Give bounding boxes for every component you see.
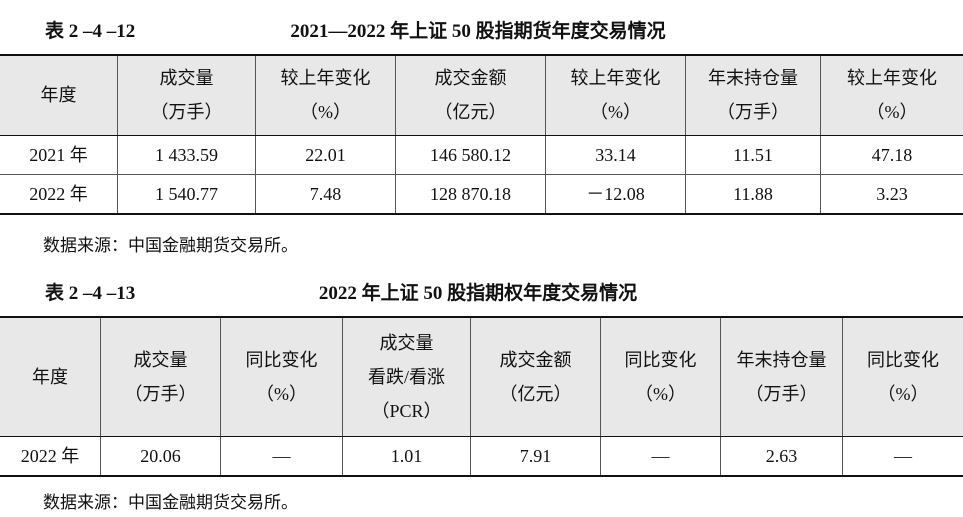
table-cell: — (220, 436, 342, 475)
header-text: （%） (866, 102, 918, 122)
table-top-rule (0, 54, 963, 56)
header-text: （%） (256, 383, 307, 404)
header-text: 年末持仓量 (708, 68, 798, 88)
header-text: 成交量 (159, 68, 214, 88)
header-rule (0, 436, 963, 437)
header-cell: 较上年变化 （%） (255, 55, 395, 135)
header-cell: 成交量 （万手） (117, 55, 255, 135)
header-cell: 成交量看跌/看涨 （PCR） (342, 317, 470, 436)
header-rule (0, 135, 963, 136)
table-cell: 3.23 (820, 174, 963, 213)
header-text: （万手） (745, 383, 818, 404)
header-text: （万手） (717, 102, 789, 122)
table-cell: 2021 年 (29, 144, 88, 165)
table-title: 2022 年上证 50 股指期权年度交易情况 (318, 283, 638, 304)
header-text: （%） (635, 383, 686, 404)
header-text: 较上年变化 (280, 68, 371, 88)
table-cell: 20.06 (100, 436, 220, 475)
header-text: 成交量 (379, 332, 434, 353)
header-text: 同比变化 (624, 349, 697, 370)
header-cell: 同比变化 （%） (220, 317, 342, 436)
header-text: 成交金额 (434, 68, 507, 88)
header-cell: 较上年变化 （%） (545, 55, 685, 135)
header-text: 年度 (40, 85, 77, 105)
table-cell: 47.18 (820, 135, 963, 174)
header-text: （亿元） (499, 383, 572, 404)
header-text: 成交金额 (499, 349, 572, 370)
header-text: （亿元） (434, 102, 507, 122)
table-source: 数据来源：中国金融期货交易所。 (43, 493, 298, 512)
header-text: （万手） (124, 383, 197, 404)
header-text: 成交量 (133, 349, 188, 370)
table-cell: 1 540.77 (117, 174, 255, 213)
table-label: 表 2 –4 –13 (45, 283, 136, 304)
table-cell: 33.14 (545, 135, 685, 174)
header-cell: 年度 (0, 55, 117, 135)
header-text: （PCR） (371, 400, 442, 421)
row-line (0, 174, 963, 175)
table-cell: 7.48 (255, 174, 395, 213)
header-cell: 年末持仓量 （万手） (720, 317, 842, 436)
header-text: （%） (590, 102, 641, 122)
table-cell: 2022 年 (20, 445, 80, 466)
table-cell: — (600, 436, 720, 475)
header-text: 同比变化 (245, 349, 318, 370)
header-text: 较上年变化 (570, 68, 661, 88)
header-text: （%） (877, 383, 929, 404)
header-text: 同比变化 (867, 349, 939, 370)
table-cell: 2022 年 (29, 183, 88, 204)
header-cell: 同比变化 （%） (842, 317, 963, 436)
table-cell: 22.01 (255, 135, 395, 174)
table-title: 2021—2022 年上证 50 股指期货年度交易情况 (290, 21, 666, 42)
header-cell: 成交金额 （亿元） (470, 317, 600, 436)
header-cell: 较上年变化 （%） (820, 55, 963, 135)
table-cell: 1 433.59 (117, 135, 255, 174)
header-cell: 成交量 （万手） (100, 317, 220, 436)
header-text: （万手） (150, 102, 223, 122)
table-top-rule (0, 316, 963, 318)
table-cell: 1.01 (342, 436, 470, 475)
table-source: 数据来源：中国金融期货交易所。 (43, 236, 298, 255)
table-label: 表 2 –4 –12 (45, 21, 136, 42)
header-text: （%） (300, 102, 351, 122)
header-cell: 年度 (0, 317, 100, 436)
table-cell: 128 870.18 (395, 174, 545, 213)
header-text: 年度 (32, 366, 68, 387)
header-text: 看跌/看涨 (367, 366, 445, 387)
header-cell: 成交金额 （亿元） (395, 55, 545, 135)
table-cell: 11.51 (685, 135, 820, 174)
table-cell: 146 580.12 (395, 135, 545, 174)
table-cell: — (842, 436, 963, 475)
header-text: 较上年变化 (847, 68, 937, 88)
table-bottom-rule (0, 475, 963, 477)
table-cell: 7.91 (470, 436, 600, 475)
header-cell: 年末持仓量 （万手） (685, 55, 820, 135)
table-cell: 11.88 (685, 174, 820, 213)
table-cell: 2.63 (720, 436, 842, 475)
header-cell: 同比变化 （%） (600, 317, 720, 436)
header-text: 年末持仓量 (736, 349, 827, 370)
table-bottom-rule (0, 213, 963, 215)
table-cell: －12.08 (545, 174, 685, 213)
